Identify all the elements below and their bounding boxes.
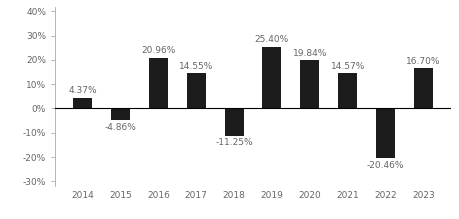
Bar	[262, 47, 281, 108]
Text: -20.46%: -20.46%	[366, 161, 403, 170]
Text: -4.86%: -4.86%	[104, 123, 136, 132]
Bar	[73, 98, 92, 108]
Bar	[149, 58, 168, 108]
Text: 16.70%: 16.70%	[405, 57, 440, 65]
Text: 4.37%: 4.37%	[68, 87, 97, 95]
Bar	[413, 68, 432, 108]
Bar	[300, 60, 319, 108]
Text: 14.55%: 14.55%	[179, 62, 213, 71]
Bar	[224, 108, 243, 136]
Text: 19.84%: 19.84%	[292, 49, 326, 58]
Bar	[375, 108, 394, 158]
Text: 25.40%: 25.40%	[254, 35, 288, 44]
Text: 20.96%: 20.96%	[141, 46, 175, 55]
Bar	[337, 73, 356, 108]
Bar	[186, 73, 205, 108]
Text: 14.57%: 14.57%	[330, 62, 364, 71]
Bar	[111, 108, 130, 120]
Text: -11.25%: -11.25%	[215, 138, 252, 147]
